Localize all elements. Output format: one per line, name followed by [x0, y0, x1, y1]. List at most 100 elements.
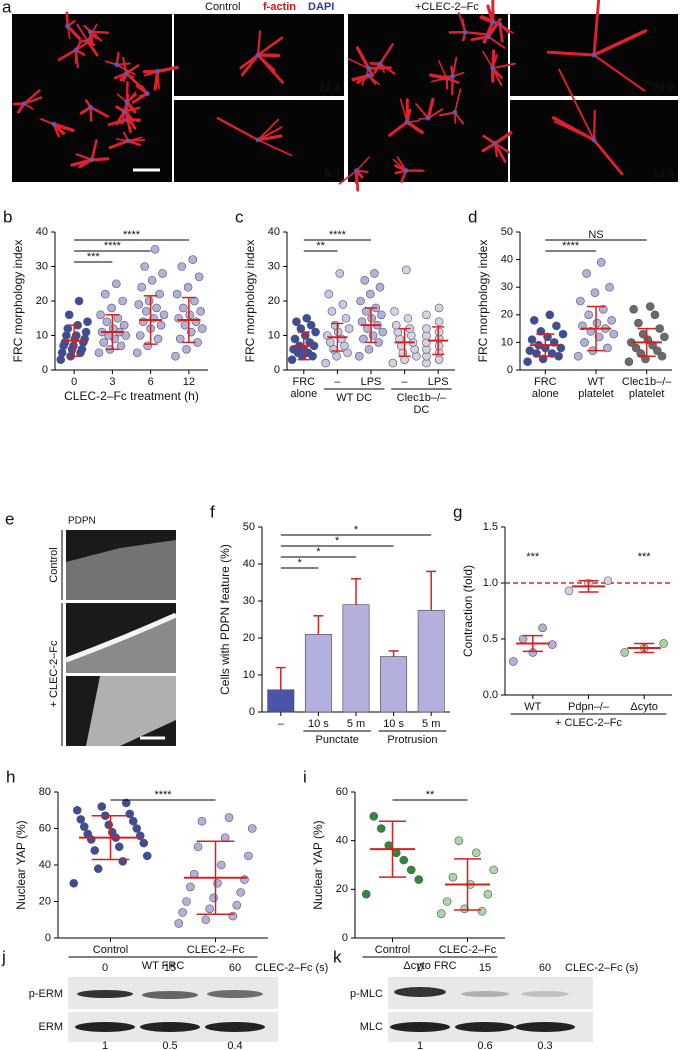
x-tick-label: alone	[532, 388, 559, 400]
data-point	[594, 332, 604, 342]
time-label: 15	[164, 962, 176, 974]
time-label: 0	[102, 962, 108, 974]
nucleus-stain	[366, 73, 372, 79]
x-tick-label: –	[334, 376, 341, 388]
treatment-label: CLEC-2–Fc (s)	[565, 962, 638, 974]
bar	[267, 689, 295, 713]
y-tick-label: 0	[274, 364, 280, 376]
significance-label: **	[426, 789, 435, 801]
data-point	[118, 296, 127, 306]
data-point	[56, 355, 66, 364]
data-point	[471, 848, 481, 858]
data-point	[196, 307, 205, 316]
data-point	[287, 355, 297, 364]
quantification: 0.4	[227, 1040, 242, 1050]
data-point	[538, 354, 548, 364]
y-tick-label: 60	[336, 786, 348, 798]
data-point	[655, 324, 664, 333]
band	[461, 991, 509, 997]
data-point	[177, 262, 187, 271]
band	[77, 990, 133, 998]
data-point	[434, 303, 444, 313]
x-tick-label: –	[278, 718, 285, 730]
cell-stain	[257, 139, 293, 157]
data-point	[324, 289, 334, 299]
cell-stain	[122, 56, 128, 75]
cell-stain	[470, 35, 490, 42]
time-label: 60	[539, 962, 551, 974]
nucleus-stain	[425, 115, 431, 121]
y-tick-label: 0	[342, 932, 348, 944]
significance-label: ***	[638, 551, 652, 563]
cell-stain	[351, 73, 371, 82]
significance-label: ****	[562, 240, 580, 252]
x-tick-label: platelet	[578, 388, 613, 400]
cell-stain	[355, 46, 371, 71]
band	[390, 1022, 450, 1032]
data-point	[191, 317, 201, 327]
cell-stain	[256, 30, 262, 57]
x-tick-label: Δcyto	[630, 701, 658, 713]
nucleus-stain	[452, 109, 458, 115]
treatment-label: CLEC-2–Fc (s)	[255, 962, 328, 974]
data-point	[171, 351, 180, 361]
cell-stain	[592, 53, 646, 92]
group-label: Clec1b–/–	[397, 392, 447, 404]
data-point	[247, 824, 257, 833]
data-point	[390, 307, 399, 316]
data-point	[107, 303, 116, 313]
group-label: WT DC	[336, 392, 372, 404]
data-point	[609, 329, 619, 339]
cell-stain	[592, 29, 648, 57]
data-point	[422, 324, 431, 333]
quantification: 1	[102, 1040, 108, 1050]
nucleus-stain	[87, 29, 93, 35]
data-point	[573, 351, 583, 361]
data-point	[132, 348, 142, 358]
nucleus-stain	[21, 101, 27, 107]
nucleus-stain	[65, 23, 71, 29]
data-point	[509, 657, 518, 666]
data-point	[454, 836, 464, 845]
data-point	[620, 648, 629, 657]
data-point	[341, 313, 351, 323]
band	[521, 991, 569, 997]
data-point	[194, 272, 204, 282]
bar	[380, 656, 408, 713]
data-point	[660, 332, 669, 342]
morphology-index: 29.9	[653, 82, 674, 94]
data-point	[653, 346, 662, 355]
y-tick-label: 30	[36, 260, 48, 272]
data-point	[523, 357, 532, 367]
cell-stain	[257, 126, 283, 141]
data-point	[114, 842, 124, 852]
data-point	[548, 640, 557, 649]
group-label: DC	[413, 404, 429, 416]
data-point	[205, 904, 214, 914]
nucleus-stain	[404, 119, 410, 125]
data-point	[645, 302, 655, 311]
data-point	[77, 344, 87, 354]
y-tick-label: 10	[268, 329, 280, 341]
y-tick-label: 60	[39, 822, 51, 834]
nucleus-stain	[591, 137, 597, 143]
cell-stain	[493, 131, 513, 146]
cell-stain	[257, 118, 280, 141]
cell-stain	[23, 89, 41, 105]
data-point	[64, 310, 74, 320]
data-point	[125, 809, 135, 819]
significance-label: *	[316, 546, 321, 558]
y-axis-label: FRC morphology index	[11, 240, 25, 363]
cell-stain	[153, 69, 160, 91]
significance-label: ***	[526, 551, 540, 563]
nucleus-stain	[255, 52, 261, 58]
morphology-index: 6.3	[325, 168, 340, 180]
y-axis-label: FRC morphology index	[243, 240, 257, 363]
nucleus-stain	[123, 70, 129, 76]
data-point	[359, 334, 368, 344]
panel-label: i	[303, 767, 307, 786]
time-label: 60	[229, 962, 241, 974]
data-point	[220, 833, 230, 842]
data-point	[659, 639, 668, 648]
x-tick-label: CLEC-2–Fc	[439, 944, 497, 956]
